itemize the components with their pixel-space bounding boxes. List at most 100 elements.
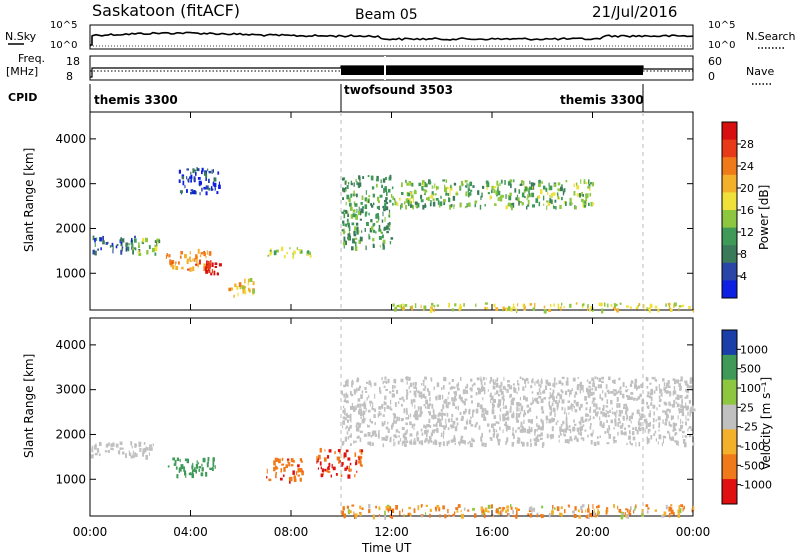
heatmap-cell xyxy=(290,458,294,463)
heatmap-cell xyxy=(268,478,272,482)
heatmap-cell xyxy=(356,387,358,393)
heatmap-cell xyxy=(536,392,540,396)
heatmap-cell xyxy=(154,240,158,243)
heatmap-cell xyxy=(389,228,391,231)
heatmap-cell xyxy=(323,457,327,462)
heatmap-cell xyxy=(650,388,654,394)
heatmap-cell xyxy=(361,390,364,394)
heatmap-cell xyxy=(367,441,370,445)
heatmap-cell xyxy=(370,219,373,223)
heatmap-cell xyxy=(178,179,181,183)
heatmap-cell xyxy=(678,383,681,388)
power-data-layer xyxy=(92,167,695,314)
heatmap-cell xyxy=(330,474,332,478)
heatmap-cell xyxy=(618,403,621,408)
heatmap-cell xyxy=(466,203,468,208)
heatmap-cell xyxy=(382,245,385,250)
heatmap-cell xyxy=(343,513,347,518)
heatmap-cell xyxy=(141,240,145,245)
heatmap-cell xyxy=(578,515,581,519)
heatmap-cell xyxy=(205,267,207,272)
heatmap-cell xyxy=(366,381,369,384)
heatmap-cell xyxy=(189,256,191,261)
heatmap-cell xyxy=(350,214,354,219)
heatmap-cell xyxy=(507,384,511,388)
heatmap-cell xyxy=(598,407,601,411)
heatmap-cell xyxy=(96,448,100,453)
heatmap-cell xyxy=(182,180,185,186)
heatmap-cell xyxy=(191,470,194,474)
heatmap-cell xyxy=(521,192,525,198)
heatmap-cell xyxy=(472,410,474,415)
heatmap-cell xyxy=(358,408,362,411)
heatmap-cell xyxy=(373,202,375,206)
heatmap-cell xyxy=(642,304,645,309)
heatmap-cell xyxy=(483,416,487,421)
heatmap-cell xyxy=(414,404,416,409)
heatmap-cell xyxy=(280,477,283,481)
heatmap-cell xyxy=(450,425,452,429)
heatmap-cell xyxy=(447,508,449,514)
heatmap-cell xyxy=(345,413,347,417)
heatmap-cell xyxy=(464,426,467,430)
heatmap-cell xyxy=(307,253,309,256)
heatmap-cell xyxy=(445,193,448,196)
heatmap-cell xyxy=(668,409,671,413)
heatmap-cell xyxy=(493,186,497,189)
heatmap-cell xyxy=(593,404,596,407)
heatmap-cell xyxy=(595,406,598,410)
heatmap-cell xyxy=(345,400,349,404)
heatmap-cell xyxy=(621,410,623,414)
heatmap-cell xyxy=(549,434,552,438)
heatmap-cell xyxy=(502,416,505,422)
heatmap-cell xyxy=(458,394,461,400)
heatmap-cell xyxy=(289,247,291,250)
heatmap-cell xyxy=(388,506,390,509)
heatmap-cell xyxy=(535,415,538,419)
heatmap-cell xyxy=(372,223,375,227)
heatmap-cell xyxy=(401,396,404,400)
site-title: Saskatoon (fitACF) xyxy=(92,1,240,20)
heatmap-cell xyxy=(513,401,515,405)
heatmap-cell xyxy=(559,394,563,400)
heatmap-cell xyxy=(358,182,362,187)
heatmap-cell xyxy=(464,398,468,401)
heatmap-cell xyxy=(668,391,672,394)
heatmap-cell xyxy=(411,305,413,311)
heatmap-cell xyxy=(436,382,440,388)
heatmap-cell xyxy=(515,416,518,421)
heatmap-cell xyxy=(579,407,581,411)
heatmap-cell xyxy=(425,425,427,430)
heatmap-cell xyxy=(354,246,358,251)
heatmap-cell xyxy=(210,186,213,191)
heatmap-cell xyxy=(405,376,408,380)
heatmap-cell xyxy=(596,506,599,509)
heatmap-cell xyxy=(488,429,491,433)
heatmap-cell xyxy=(362,414,365,420)
heatmap-cell xyxy=(349,462,352,466)
heatmap-cell xyxy=(671,415,674,420)
heatmap-cell xyxy=(551,402,554,407)
heatmap-cell xyxy=(506,508,509,512)
heatmap-cell xyxy=(502,413,505,417)
heatmap-cell xyxy=(436,504,440,509)
heatmap-cell xyxy=(572,510,575,514)
y-tick-label: 2000 xyxy=(55,221,86,235)
heatmap-cell xyxy=(577,509,580,513)
heatmap-cell xyxy=(689,412,691,417)
heatmap-cell xyxy=(522,303,525,308)
heatmap-cell xyxy=(455,192,459,196)
heatmap-cell xyxy=(390,399,392,405)
heatmap-cell xyxy=(415,442,417,445)
heatmap-cell xyxy=(586,414,590,417)
heatmap-cell xyxy=(558,435,560,438)
heatmap-cell xyxy=(453,204,455,207)
heatmap-cell xyxy=(493,423,496,426)
heatmap-cell xyxy=(515,197,518,201)
heatmap-cell xyxy=(552,396,555,401)
heatmap-cell xyxy=(568,412,570,415)
heatmap-cell xyxy=(409,390,412,393)
heatmap-cell xyxy=(518,407,520,412)
heatmap-cell xyxy=(368,509,371,514)
heatmap-cell xyxy=(401,441,404,446)
